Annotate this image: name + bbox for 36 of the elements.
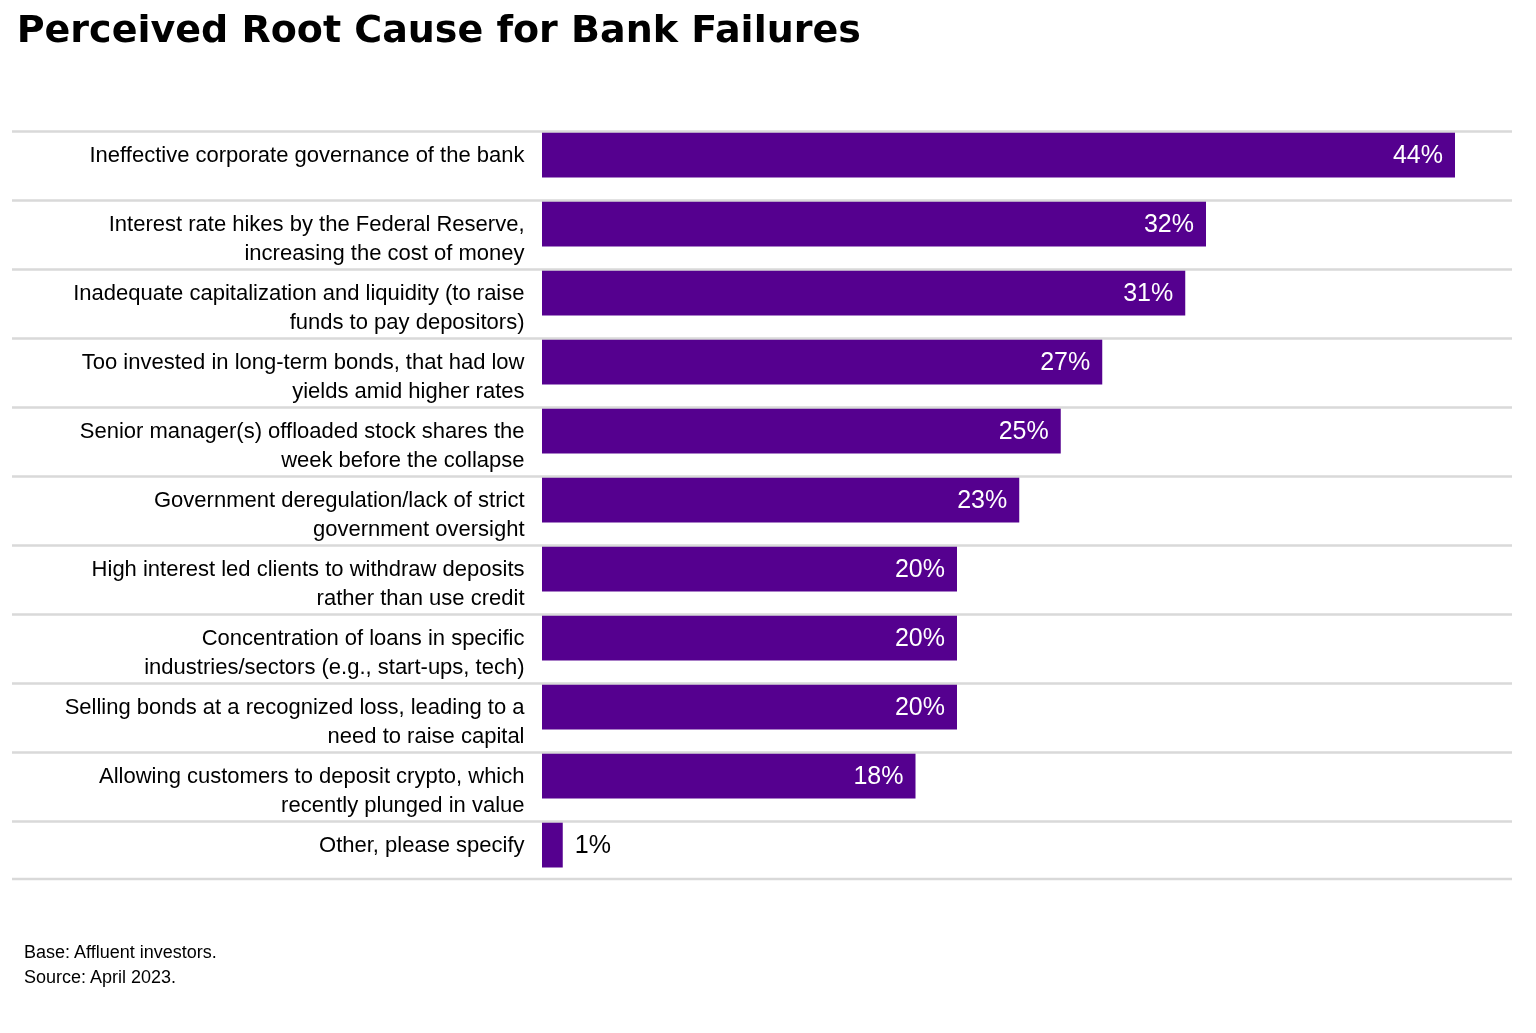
data-label: 20% <box>894 691 945 720</box>
bar <box>542 545 957 592</box>
bar <box>542 614 957 661</box>
data-label: 32% <box>1143 208 1194 237</box>
bar <box>542 131 1455 178</box>
y-tick-label: Interest rate hikes by the Federal Reserve, increasing the cost of money <box>108 210 525 265</box>
data-label: 31% <box>1123 277 1174 306</box>
y-tick-label: Inadequate capitalization and liquidity (to raise funds to pay depositors) <box>73 279 525 334</box>
bar <box>542 338 1103 385</box>
y-tick-label: Ineffective corporate governance of the bank <box>89 141 526 167</box>
data-label: 23% <box>957 484 1008 513</box>
y-tick-label: Too invested in long-term bonds, that had low yields amid higher rates <box>81 348 525 403</box>
y-tick-label: Government deregulation/lack of strict government oversight <box>153 486 525 541</box>
data-label: 44% <box>1392 139 1443 168</box>
data-label: 20% <box>894 622 945 651</box>
bar <box>542 476 1020 523</box>
source-note: Source: April 2023. <box>24 967 177 987</box>
data-label: 1% <box>574 829 611 858</box>
bar <box>542 269 1186 316</box>
data-label: 25% <box>998 415 1049 444</box>
chart-title: Perceived Root Cause for Bank Failures <box>16 7 861 51</box>
bar <box>542 407 1061 454</box>
bar <box>542 752 916 799</box>
data-label: 18% <box>853 760 904 789</box>
y-tick-label: Senior manager(s) offloaded stock shares the week before the collapse <box>79 417 525 472</box>
text: Base: Affluent investors. <box>24 942 217 962</box>
bar <box>542 683 957 730</box>
y-tick-label: Selling bonds at a recognized loss, leading to a need to raise capital <box>64 693 526 748</box>
bar <box>542 821 563 868</box>
bar <box>542 200 1206 247</box>
data-label: 27% <box>1040 346 1091 375</box>
y-tick-label: Other, please specify <box>319 831 525 857</box>
y-tick-label: Concentration of loans in specific industries/sectors (e.g., start-ups, tech) <box>144 624 525 679</box>
y-tick-label: High interest led clients to withdraw deposits rather than use credit <box>91 555 525 610</box>
data-label: 20% <box>894 553 945 582</box>
y-tick-label: Allowing customers to deposit crypto, which recently plunged in value <box>98 762 525 817</box>
